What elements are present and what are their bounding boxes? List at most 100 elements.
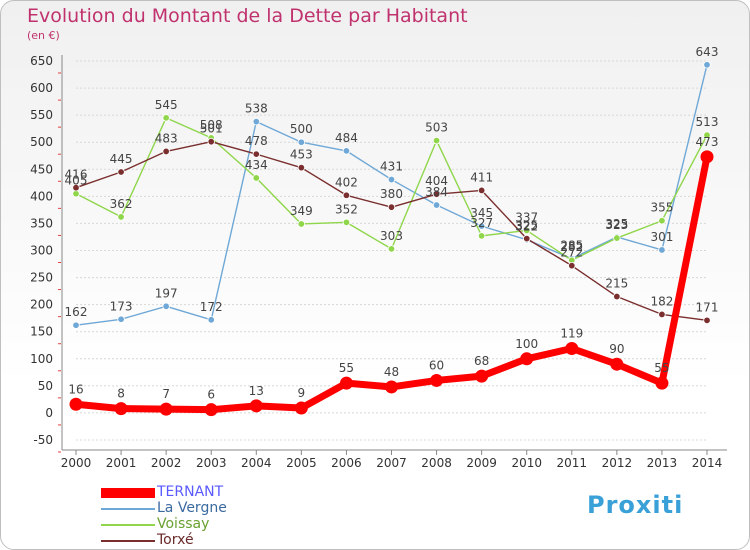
y-tick-label: 600 — [30, 81, 53, 95]
data-point — [565, 341, 579, 355]
data-label: 404 — [425, 174, 448, 188]
x-tick-label: 2010 — [511, 456, 542, 470]
data-label: 48 — [384, 365, 399, 379]
data-label: 513 — [696, 115, 719, 129]
data-label: 172 — [200, 300, 223, 314]
legend-swatch-ternant — [101, 488, 155, 498]
data-labels: 162 1731971725385004844313843453222853253… — [65, 45, 719, 402]
data-point — [342, 147, 351, 155]
data-point — [475, 369, 489, 383]
data-label: 483 — [155, 131, 178, 145]
data-point — [252, 117, 260, 126]
legend-label-torxe: Torxé — [157, 532, 194, 548]
legend: TERNANT La Vergne Voissay Torxé — [101, 484, 301, 549]
x-tick-label: 2003 — [196, 456, 227, 470]
data-label: 285 — [560, 239, 583, 253]
data-point — [477, 222, 486, 230]
data-point — [339, 376, 353, 390]
data-label: 362 — [110, 197, 133, 211]
data-point — [477, 186, 486, 195]
y-tick-label: 250 — [30, 271, 53, 285]
data-point — [520, 352, 534, 366]
data-label: 68 — [474, 354, 489, 368]
data-label: 90 — [609, 342, 624, 356]
proxiti-logo: Proxiti — [587, 491, 684, 519]
data-point — [568, 261, 576, 270]
y-tick-label: 400 — [30, 189, 53, 203]
data-label: 445 — [110, 152, 133, 166]
legend-swatch-la-vergne — [101, 508, 155, 510]
data-label: 301 — [650, 230, 673, 244]
data-point — [252, 150, 260, 158]
data-point — [297, 138, 306, 146]
data-label: 352 — [335, 202, 358, 216]
x-tick-label: 2000 — [61, 456, 92, 470]
legend-label-voissay: Voissay — [157, 516, 210, 532]
data-label: 16 — [68, 382, 83, 396]
y-tick-label: 450 — [30, 162, 53, 176]
data-label: 643 — [696, 45, 719, 59]
y-tick-label: 100 — [30, 352, 53, 366]
data-point — [432, 190, 441, 198]
chart-subtitle: (en €) — [27, 29, 60, 42]
x-tick-label: 2013 — [647, 456, 678, 470]
data-point — [387, 203, 396, 211]
data-label: 323 — [605, 218, 628, 232]
x-tick-label: 2008 — [421, 456, 452, 470]
x-tick-label: 2004 — [241, 456, 272, 470]
data-label: 349 — [290, 204, 313, 218]
data-point — [297, 220, 306, 228]
data-label: 322 — [515, 220, 538, 234]
data-point — [703, 316, 711, 325]
data-point — [655, 376, 669, 390]
data-label: 538 — [245, 102, 268, 116]
data-point — [430, 373, 444, 387]
data-point — [658, 246, 666, 254]
data-label: 508 — [200, 118, 223, 132]
data-point — [385, 380, 398, 394]
data-series — [69, 61, 714, 417]
x-tick-label: 2001 — [106, 456, 137, 470]
x-tick-label: 2009 — [466, 456, 497, 470]
x-tick-label: 2002 — [151, 456, 182, 470]
data-point — [387, 245, 396, 253]
data-label: 7 — [162, 387, 170, 401]
data-label: 325 — [605, 217, 628, 231]
y-tick-label: 150 — [30, 325, 53, 339]
data-label: 325 — [515, 219, 538, 233]
y-tick-label: 200 — [30, 298, 53, 312]
data-point — [703, 131, 711, 139]
data-point — [162, 147, 170, 156]
x-tick-label: 2006 — [331, 456, 362, 470]
x-tick-label: 2007 — [376, 456, 407, 470]
data-point — [297, 163, 306, 172]
data-label: 8 — [117, 387, 125, 401]
y-tick-label: 350 — [30, 216, 53, 230]
data-label: 503 — [425, 121, 448, 135]
data-label: 380 — [380, 187, 403, 201]
data-label: 411 — [470, 170, 493, 184]
data-point — [610, 357, 624, 371]
data-label: 473 — [696, 135, 719, 149]
y-tick-label: 650 — [30, 54, 53, 68]
legend-item-la-vergne: La Vergne — [101, 500, 301, 517]
data-label: 355 — [650, 201, 673, 215]
axes: -50 0 50 100 150 200 250 300 350 400 450 500 550 600 6… — [30, 54, 727, 470]
legend-swatch-voissay — [101, 524, 155, 526]
data-point — [69, 397, 83, 411]
data-point — [700, 150, 714, 164]
data-point — [658, 310, 666, 319]
data-point — [387, 175, 396, 184]
data-label: 303 — [380, 229, 403, 243]
data-label: 453 — [290, 148, 313, 162]
x-tick-label: 2014 — [692, 456, 723, 470]
data-point — [114, 402, 128, 416]
data-label: 197 — [155, 286, 178, 300]
data-point — [252, 174, 260, 182]
data-point — [249, 399, 263, 413]
data-label: 282 — [560, 240, 583, 254]
y-tick-label: -50 — [33, 433, 53, 447]
y-tick-label: 0 — [45, 406, 53, 420]
legend-item-torxe: Torxé — [101, 532, 301, 549]
